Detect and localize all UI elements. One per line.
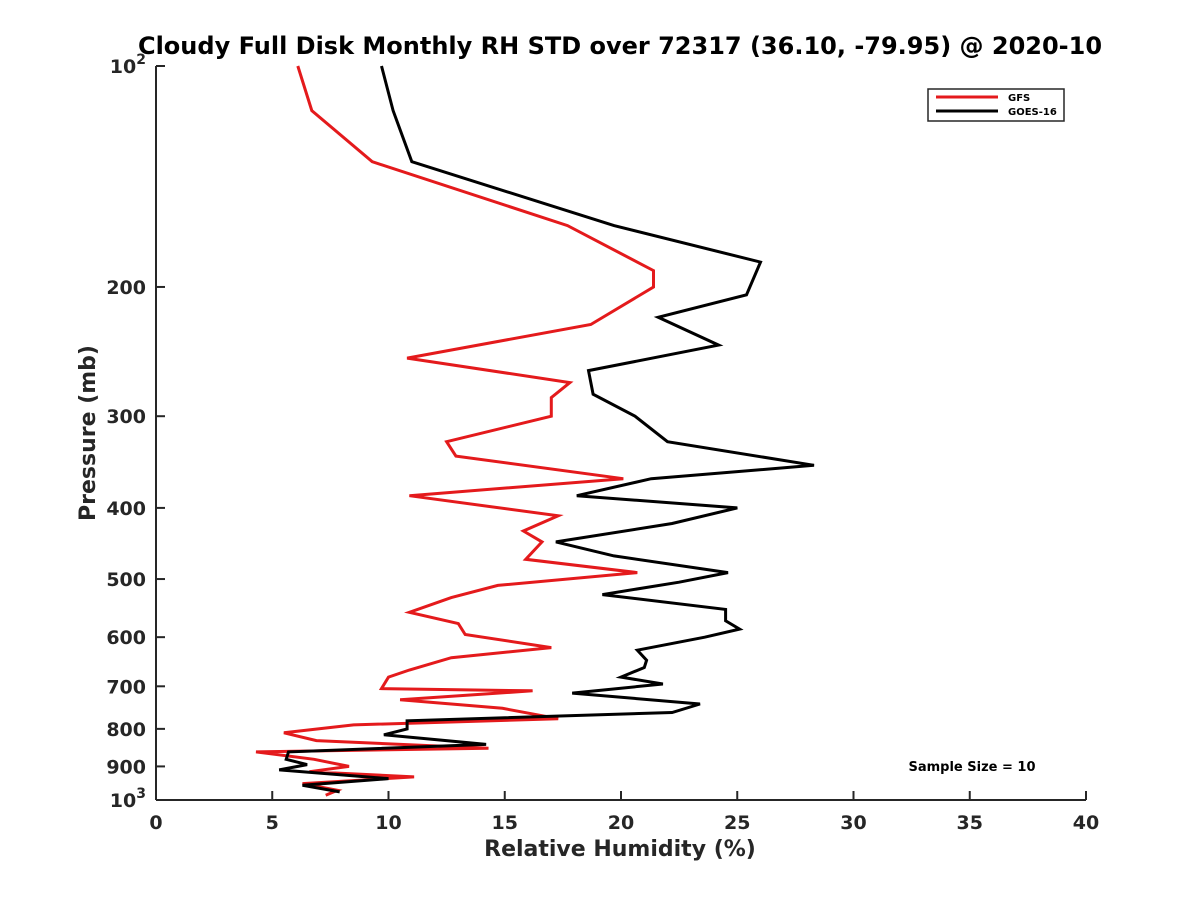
y-tick-label: 500 [106, 569, 146, 591]
x-tick-label: 20 [608, 812, 634, 834]
x-tick-label: 10 [375, 812, 401, 834]
y-tick-label: 400 [106, 498, 146, 520]
sample-size-annotation: Sample Size = 10 [908, 760, 1035, 775]
y-tick-label: 900 [106, 756, 146, 778]
legend-label: GOES-16 [1008, 107, 1057, 118]
x-tick-label: 5 [266, 812, 279, 834]
x-tick-label: 15 [492, 812, 518, 834]
y-tick-label: 800 [106, 719, 146, 741]
series-line-goes-16 [278, 65, 815, 794]
x-tick-label: 30 [840, 812, 866, 834]
x-axis-label: Relative Humidity (%) [484, 837, 756, 862]
y-tick-label: 600 [106, 627, 146, 649]
y-tick-label: 300 [106, 406, 146, 428]
x-tick-label: 40 [1073, 812, 1099, 834]
x-tick-label: 35 [957, 812, 983, 834]
axes: 0 5 10 15 20 25 30 35 40 102 200 300 400 500 600 700 800… [106, 52, 1099, 834]
y-tick-label: 200 [106, 277, 146, 299]
legend-label: GFS [1008, 93, 1030, 104]
y-axis-label: Pressure (mb) [76, 345, 101, 521]
x-tick-label: 25 [724, 812, 750, 834]
y-tick-label: 103 [110, 786, 146, 812]
legend-box [927, 88, 1065, 122]
x-tick-label: 0 [149, 812, 162, 834]
y-tick-label: 102 [110, 52, 146, 78]
chart-title: Cloudy Full Disk Monthly RH STD over 723… [138, 32, 1102, 60]
legend: GFS GOES-16 [927, 88, 1065, 122]
y-tick-label: 700 [106, 676, 146, 698]
series-layer [255, 65, 815, 797]
